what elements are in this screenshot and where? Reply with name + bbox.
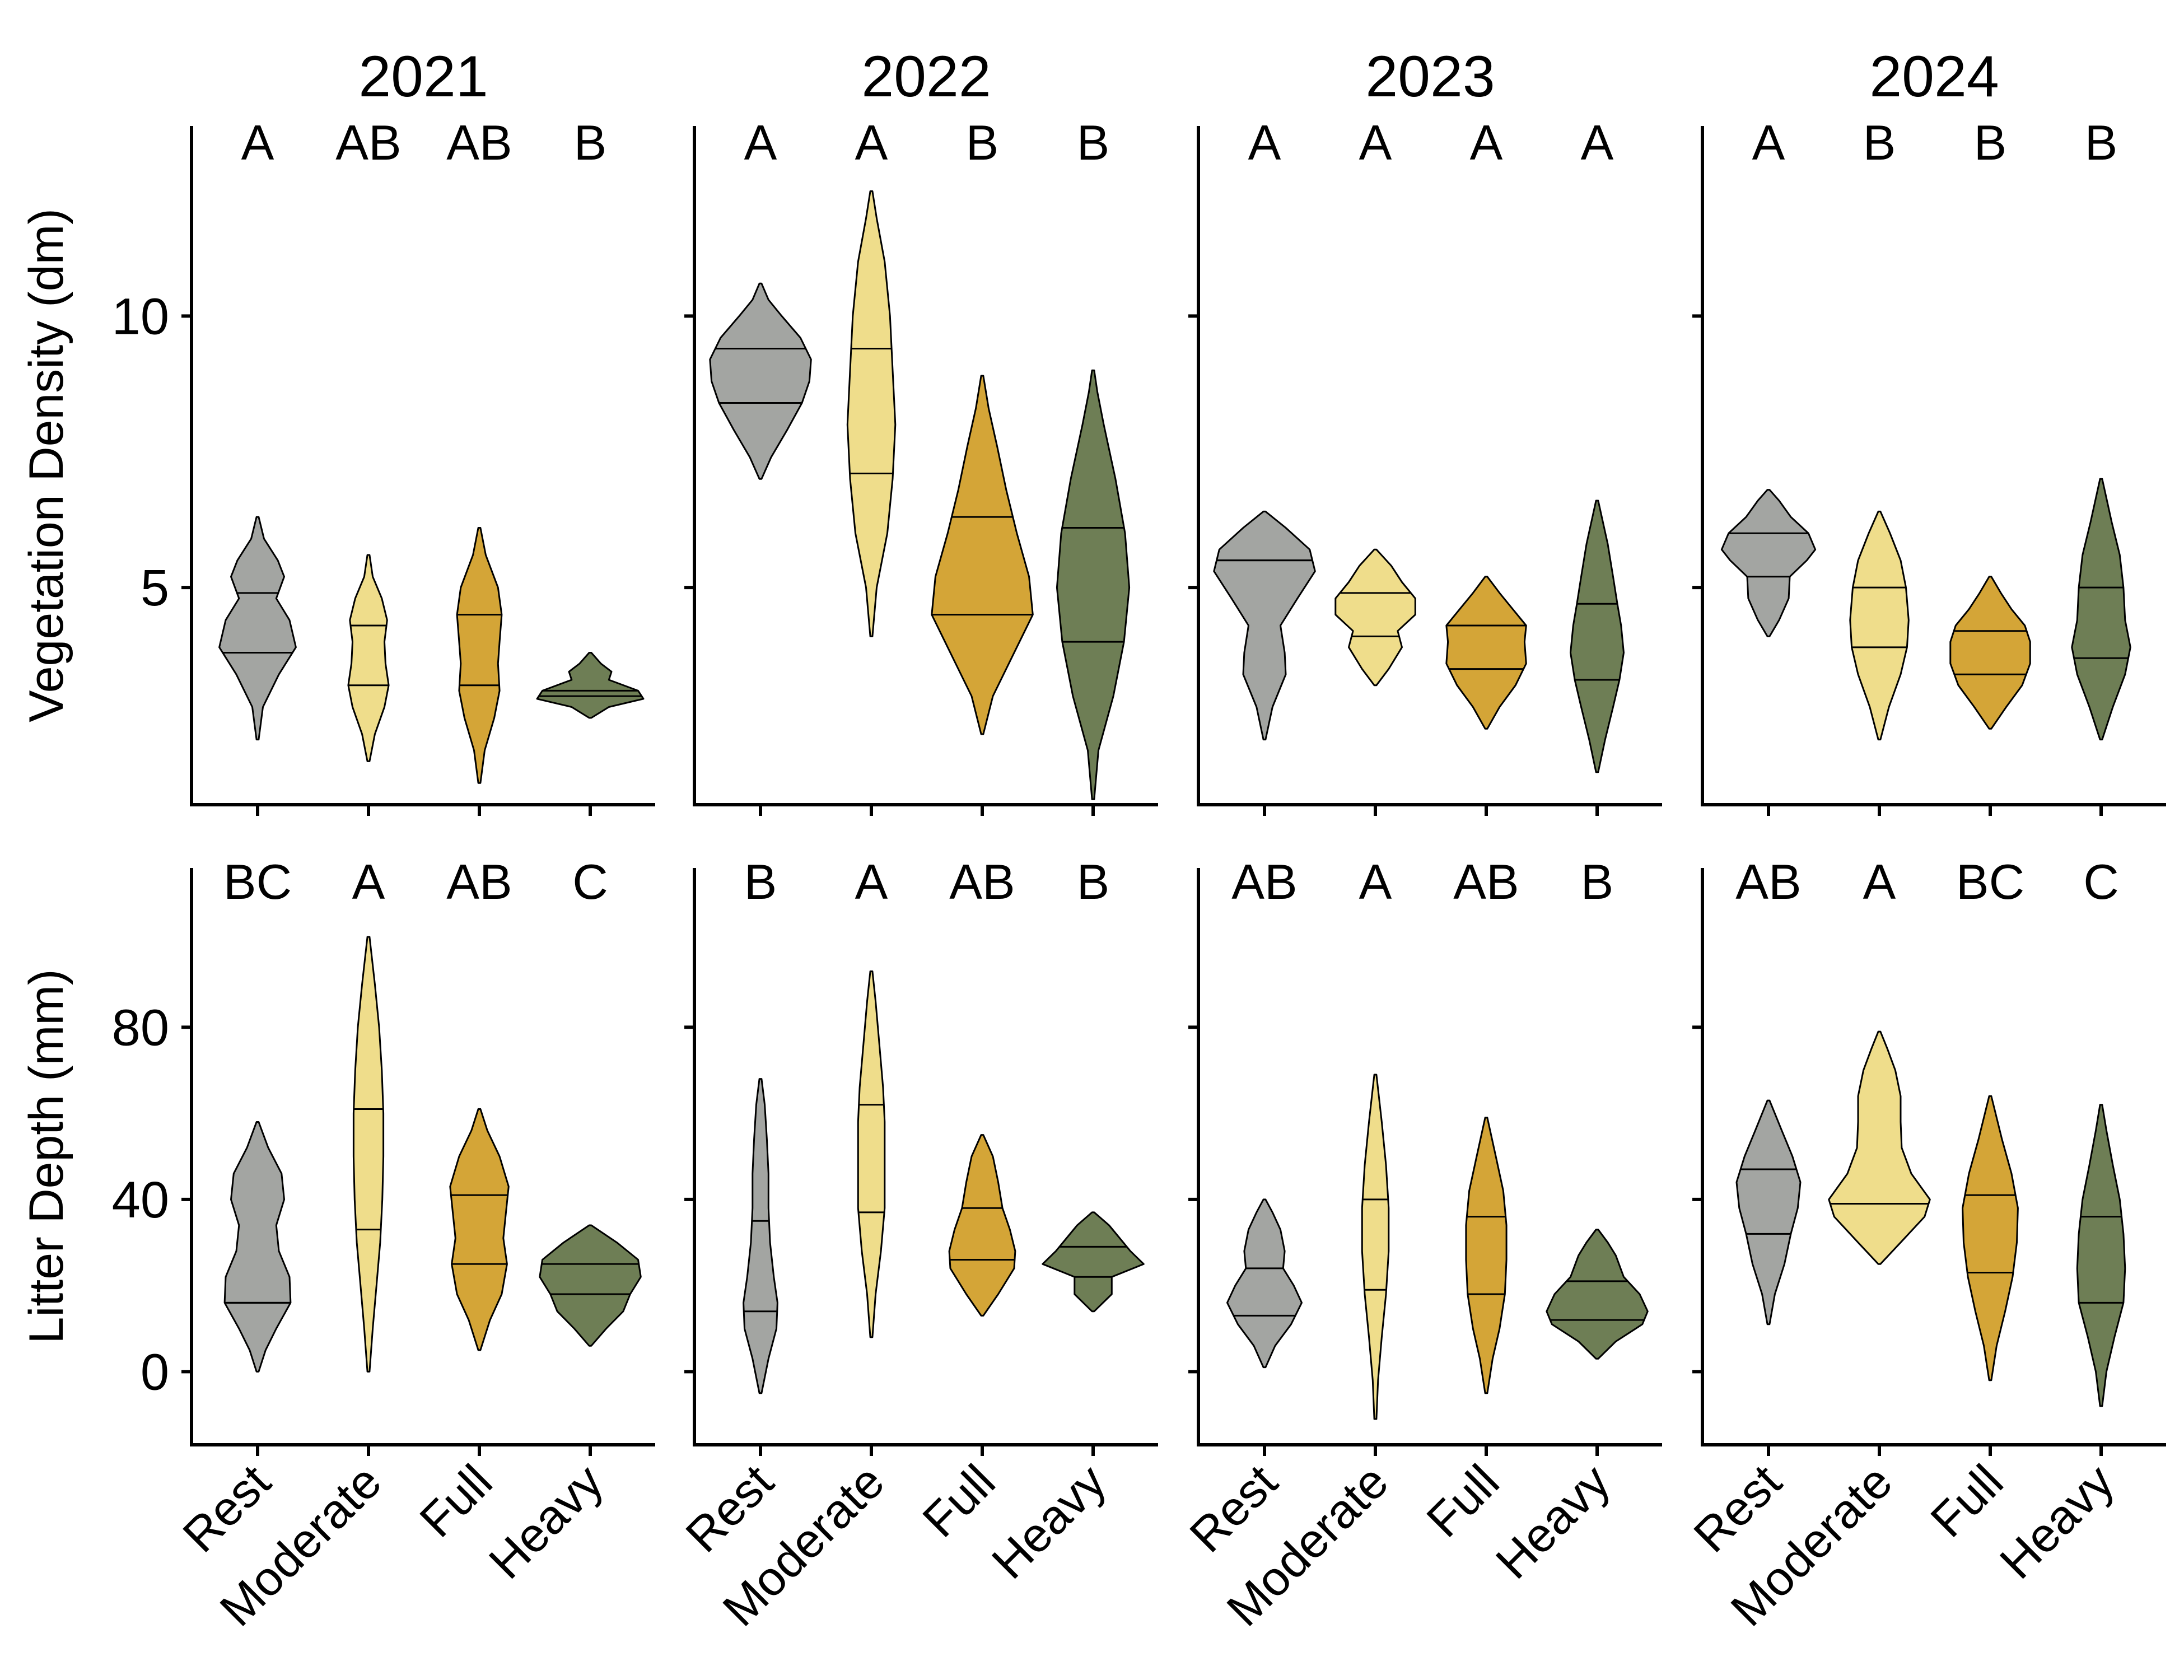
violin-full [456,527,503,784]
violin-heavy [539,1224,642,1347]
violin-full [449,1108,510,1351]
significance-letter: AB [949,854,1015,909]
x-tick-label-full: Full [1417,1455,1510,1548]
violin-moderate [846,190,897,637]
y-tick-label: 5 [141,559,169,617]
violin-rest [1226,1198,1303,1369]
significance-letter: A [744,115,777,170]
significance-letter: AB [1453,854,1519,909]
significance-letter: A [855,115,888,170]
violin-heavy [1056,369,1131,800]
y-tick-label: 80 [112,999,169,1056]
violin-full [1962,1095,2019,1382]
significance-letter: B [1077,115,1110,170]
significance-letter: B [1974,115,2007,170]
significance-letter: AB [1735,854,1801,909]
violin-heavy [2071,478,2131,741]
violin-full [1949,576,2031,730]
significance-letter: A [352,854,385,909]
violin-heavy [1546,1229,1649,1360]
violin-moderate [857,970,886,1338]
significance-letter: A [1359,115,1392,170]
significance-letter: B [1077,854,1110,909]
y-axis-label: Litter Depth (mm) [20,969,73,1343]
x-tick-label-heavy: Heavy [1486,1455,1620,1589]
violin-full [948,1134,1016,1317]
significance-letter: B [574,115,607,170]
significance-letter: A [855,854,888,909]
significance-letter: B [2085,115,2118,170]
violin-rest [1720,489,1817,637]
violin-rest [1735,1099,1802,1326]
violin-moderate [1828,1030,1931,1265]
significance-letter: B [744,854,777,909]
significance-letter: C [2083,854,2119,909]
violin-full [1445,576,1527,730]
significance-letter: A [1752,115,1785,170]
violin-moderate [1361,1074,1390,1420]
x-tick-label-full: Full [913,1455,1006,1548]
significance-letter: A [1470,115,1503,170]
significance-letter: AB [446,115,512,170]
violin-rest [223,1121,292,1373]
x-tick-label-heavy: Heavy [982,1455,1116,1589]
violin-rest [709,282,812,480]
y-tick-label: 40 [112,1172,169,1229]
strip-title-2021: 2021 [358,44,488,109]
significance-letter: BC [1956,854,2024,909]
strip-title-2023: 2023 [1365,44,1495,109]
violin-moderate [1849,510,1910,741]
significance-letter: AB [446,854,512,909]
significance-letter: B [966,115,999,170]
x-tick-label-full: Full [410,1455,503,1548]
significance-letter: C [572,854,608,909]
violin-moderate [1334,548,1416,687]
significance-letter: AB [335,115,401,170]
violin-full [931,375,1034,735]
significance-letter: B [1863,115,1896,170]
significance-letter: BC [223,854,292,909]
violin-moderate [352,936,385,1373]
significance-letter: B [1581,854,1614,909]
x-tick-label-heavy: Heavy [1990,1455,2124,1589]
violin-full [1465,1117,1508,1394]
y-tick-label: 0 [141,1343,169,1401]
violin-heavy [1570,500,1625,773]
violin-rest [743,1078,778,1394]
significance-letter: A [1248,115,1281,170]
x-tick-label-heavy: Heavy [479,1455,613,1589]
strip-title-2024: 2024 [1869,44,1999,109]
violin-heavy [536,652,645,719]
violin-rest [1213,510,1316,741]
significance-letter: A [241,115,274,170]
violin-moderate [347,554,390,762]
significance-letter: AB [1231,854,1297,909]
violin-rest [218,516,297,741]
strip-title-2022: 2022 [861,44,991,109]
significance-letter: A [1863,854,1896,909]
x-tick-label-full: Full [1921,1455,2014,1548]
violin-heavy [1042,1211,1145,1313]
significance-letter: A [1359,854,1392,909]
violin-heavy [2076,1104,2126,1407]
significance-letter: A [1581,115,1614,170]
y-tick-label: 10 [112,288,169,345]
y-axis-label: Vegetation Density (dm) [20,208,73,722]
